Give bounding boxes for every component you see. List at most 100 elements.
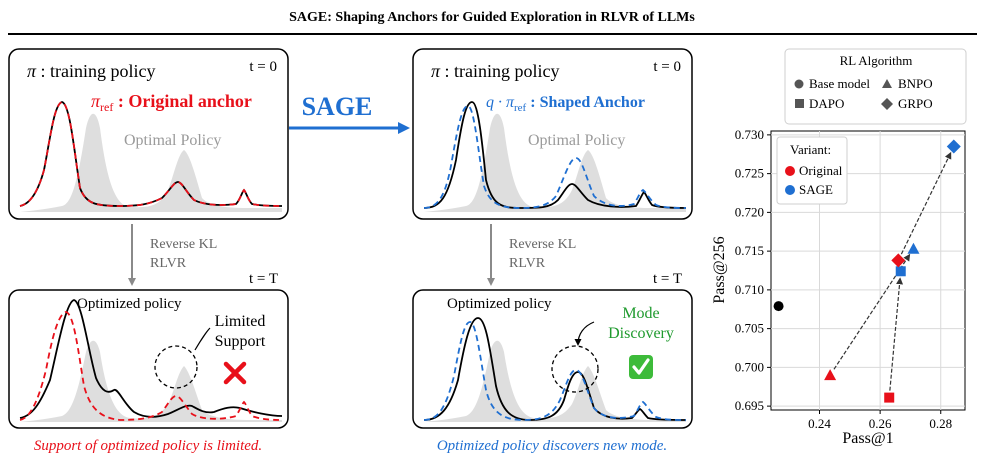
policy-text: : training policy [440,61,559,81]
point-dapo-original [884,392,895,403]
panel-mid-top: π : training policy t = 0 q · πref : Sha… [412,48,693,220]
variant-legend-frame [776,136,848,205]
anchor-text: : Original anchor [113,91,252,111]
point-bnpo-sage [907,242,920,254]
optimal-policy-label: Optimal Policy [124,132,221,149]
sage-arrow-label: SAGE [302,92,373,121]
optimized-policy-label: Optimized policy [77,296,182,312]
rl-algorithm-legend: RL Algorithm Base model BNPO DAPO GRPO [784,48,967,125]
y-axis-label: Pass@256 [711,236,728,303]
improvement-arrow [833,253,911,370]
optimized-policy-curve [423,317,687,421]
y-tick-label: 0.700 [735,359,764,374]
x-axis-label: Pass@1 [842,430,893,447]
policy-label: π : training policy [431,61,560,81]
rlvr-label: RLVR [150,256,187,271]
optimal-policy-label: Optimal Policy [528,132,625,149]
reverse-kl-label: Reverse KL [509,237,576,252]
improvement-arrow [900,151,952,255]
optimal-policy-shape [424,113,686,212]
improvement-arrow [889,277,904,391]
optimized-policy-label: Optimized policy [447,296,552,312]
check-icon [629,355,653,379]
anchor-curve [423,321,687,421]
variant-original-swatch [785,166,795,176]
legend-frame [784,48,967,125]
policy-symbol: π [431,61,441,81]
reverse-kl-label: Reverse KL [150,237,217,252]
panel-left-bottom: Optimized policy Limited Support [8,289,289,429]
point-base-model-base [773,301,784,312]
mode-discovery-circle [551,345,599,393]
panel-mid-bottom: Optimized policy Mode Discovery [412,289,693,429]
y-tick-label: 0.730 [735,127,764,142]
cross-icon [223,361,247,385]
policy-text: : training policy [36,61,155,81]
point-bnpo-original [824,369,837,381]
anchor-curve [19,311,283,421]
legend-title: RL Algorithm [840,53,913,68]
anchor-curve [19,101,283,207]
chart-arrows [833,151,952,391]
time-label-T: t = T [653,271,682,287]
variant-sage-swatch [785,185,795,195]
chart-ticks: 0.24 0.26 0.28 0.695 0.700 0.705 0.710 0.715 0.7… [735,127,952,431]
limited-support-line2: Support [215,333,266,350]
limited-support-circle [154,345,198,389]
time-label: t = 0 [249,59,277,75]
panel-left-top: π : training policy t = 0 πref : Origina… [8,48,289,220]
y-tick-label: 0.695 [735,398,764,413]
anchor-prefix: q · π [486,94,515,111]
callout-arrow [574,321,595,346]
y-tick-label: 0.715 [735,243,764,258]
optimal-policy-shape [20,340,282,422]
legend-square-icon [795,99,804,108]
y-tick-label: 0.720 [735,204,764,219]
scatter-chart: 0.24 0.26 0.28 0.695 0.700 0.705 0.710 0.715 0.7… [711,127,966,447]
x-tick-label: 0.24 [808,416,831,431]
legend-diamond-icon [881,98,893,110]
legend-triangle-icon [882,79,892,88]
variant-legend: Variant: Original SAGE [776,136,848,205]
x-tick-label: 0.26 [869,416,892,431]
legend-circle-icon [794,79,804,89]
anchor-label: πref : Original anchor [91,91,252,114]
point-dapo-sage [895,266,906,277]
point-grpo-sage [946,139,961,154]
shaped-anchor-label: q · πref : Shaped Anchor [486,94,645,114]
rlvr-label: RLVR [509,256,546,271]
mode-discovery-line2: Discovery [608,325,674,342]
figure-title: SAGE: Shaping Anchors for Guided Explora… [289,10,695,25]
legend-item-base: Base model [809,76,870,91]
y-tick-label: 0.725 [735,166,764,181]
anchor-text: : Shaped Anchor [526,94,645,111]
y-tick-label: 0.710 [735,282,764,297]
anchor-sub: ref [514,102,527,114]
limited-support-line1: Limited [215,313,266,330]
y-tick-label: 0.705 [735,321,764,336]
optimal-policy-shape [424,340,686,422]
time-label-T: t = T [249,271,278,287]
legend-item-bnpo: BNPO [898,76,933,91]
point-grpo-original [891,253,906,268]
anchor-sub: ref [100,100,113,114]
callout-line [194,327,211,351]
policy-symbol: π [27,61,37,81]
optimized-policy-curve [19,299,283,419]
time-label: t = 0 [653,59,681,75]
variant-legend-title: Variant: [790,142,831,157]
mode-discovery-line1: Mode [622,305,659,322]
left-caption: Support of optimized policy is limited. [34,438,262,454]
variant-sage-label: SAGE [799,182,833,197]
chart-points [773,139,961,403]
legend-item-dapo: DAPO [809,96,844,111]
optimal-policy-shape [20,113,282,212]
legend-item-grpo: GRPO [898,96,933,111]
x-tick-label: 0.28 [929,416,952,431]
mid-caption: Optimized policy discovers new mode. [437,438,667,454]
policy-label: π : training policy [27,61,156,81]
anchor-symbol: π [91,91,101,111]
shaped-anchor-curve [423,105,687,209]
variant-original-label: Original [799,163,843,178]
